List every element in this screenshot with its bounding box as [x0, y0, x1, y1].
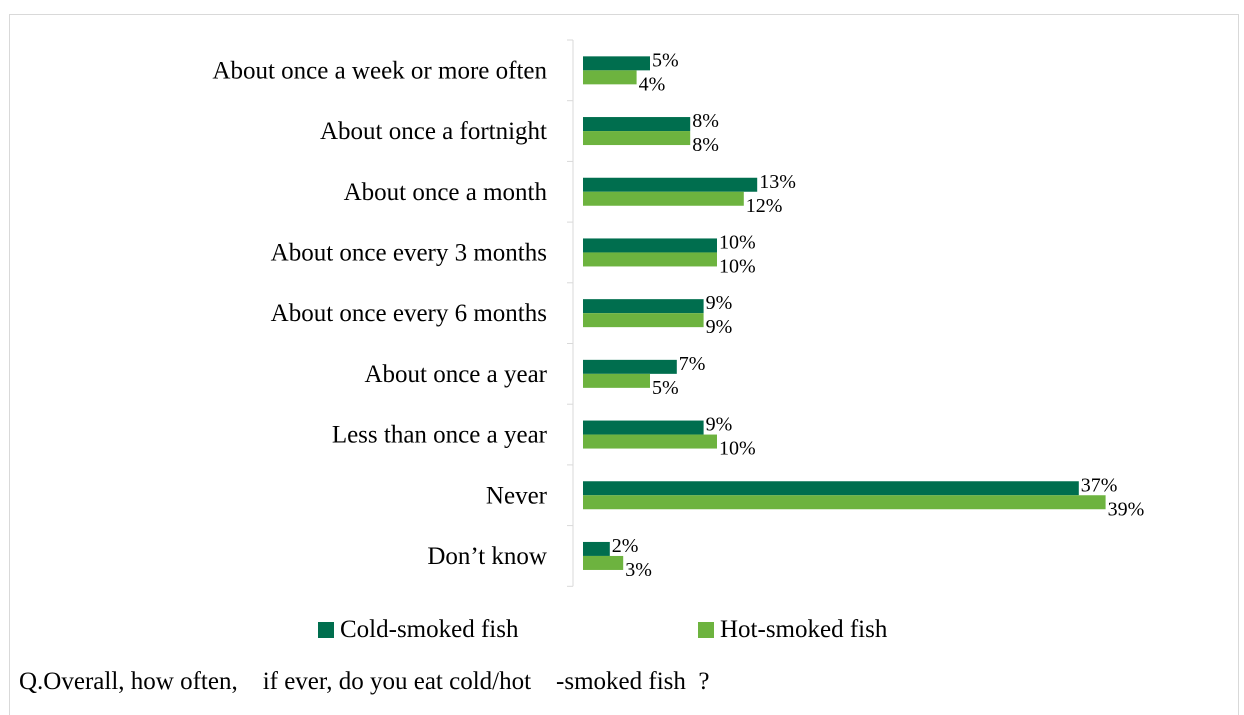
bar-hot-smoked	[583, 252, 717, 267]
bar-cold-smoked	[583, 117, 691, 132]
category-label: About once a month	[344, 179, 548, 206]
category-label: Never	[486, 482, 548, 509]
bar-hot-smoked	[583, 191, 744, 206]
bars	[583, 56, 1106, 570]
data-label-hot-smoked: 3%	[625, 559, 652, 581]
data-label-cold-smoked: 13%	[759, 171, 796, 193]
category-label: About once a year	[364, 361, 547, 388]
legend-label-hot-smoked: Hot-smoked fish	[720, 616, 888, 643]
data-label-hot-smoked: 39%	[1108, 498, 1145, 520]
bar-cold-smoked	[583, 481, 1079, 496]
data-label-cold-smoked: 9%	[706, 414, 733, 436]
bar-cold-smoked	[583, 299, 704, 314]
data-label-hot-smoked: 10%	[719, 438, 756, 460]
bar-cold-smoked	[583, 541, 610, 556]
category-label: Less than once a year	[332, 422, 548, 449]
bar-hot-smoked	[583, 70, 637, 85]
legend-item-cold-smoked: Cold-smoked fish	[318, 616, 518, 644]
data-label-hot-smoked: 12%	[746, 195, 783, 217]
bar-cold-smoked	[583, 177, 758, 192]
data-label-cold-smoked: 9%	[706, 292, 733, 314]
legend: Cold-smoked fish Hot-smoked fish	[0, 616, 1244, 646]
data-label-cold-smoked: 2%	[612, 535, 639, 557]
chart-frame	[9, 14, 1239, 715]
bar-chart: About once a week or more often About onc…	[212, 39, 1144, 587]
bar-hot-smoked	[583, 313, 704, 328]
data-label-cold-smoked: 8%	[692, 110, 719, 132]
bar-hot-smoked	[583, 434, 717, 449]
data-label-cold-smoked: 7%	[679, 353, 706, 375]
legend-swatch-hot-smoked	[698, 622, 714, 638]
data-label-hot-smoked: 4%	[639, 73, 666, 95]
legend-swatch-cold-smoked	[318, 622, 334, 638]
bar-hot-smoked	[583, 131, 691, 146]
bar-cold-smoked	[583, 56, 650, 71]
bar-hot-smoked	[583, 555, 624, 570]
category-labels: About once a week or more often About onc…	[212, 57, 547, 570]
legend-item-hot-smoked: Hot-smoked fish	[698, 616, 887, 644]
category-label: About once a fortnight	[320, 118, 547, 145]
bar-hot-smoked	[583, 495, 1106, 510]
data-label-hot-smoked: 8%	[692, 134, 719, 156]
data-labels: 5%4%8%8%13%12%10%10%9%9%7%5%9%10%37%39%2…	[612, 49, 1144, 581]
data-label-hot-smoked: 10%	[719, 255, 756, 277]
category-label: About once every 6 months	[271, 300, 547, 327]
bar-cold-smoked	[583, 238, 717, 253]
data-label-cold-smoked: 37%	[1081, 474, 1118, 496]
legend-label-cold-smoked: Cold-smoked fish	[340, 616, 519, 643]
bar-cold-smoked	[583, 359, 677, 374]
data-label-cold-smoked: 5%	[652, 49, 679, 71]
bar-cold-smoked	[583, 420, 704, 435]
bar-hot-smoked	[583, 373, 650, 388]
data-label-hot-smoked: 5%	[652, 377, 679, 399]
question-caption: Q.Overall, how often, if ever, do you ea…	[19, 668, 710, 695]
data-label-hot-smoked: 9%	[706, 316, 733, 338]
category-axis	[567, 39, 574, 587]
data-label-cold-smoked: 10%	[719, 231, 756, 253]
category-label: Don’t know	[427, 543, 547, 570]
category-label: About once a week or more often	[212, 57, 547, 84]
category-label: About once every 3 months	[271, 239, 547, 266]
